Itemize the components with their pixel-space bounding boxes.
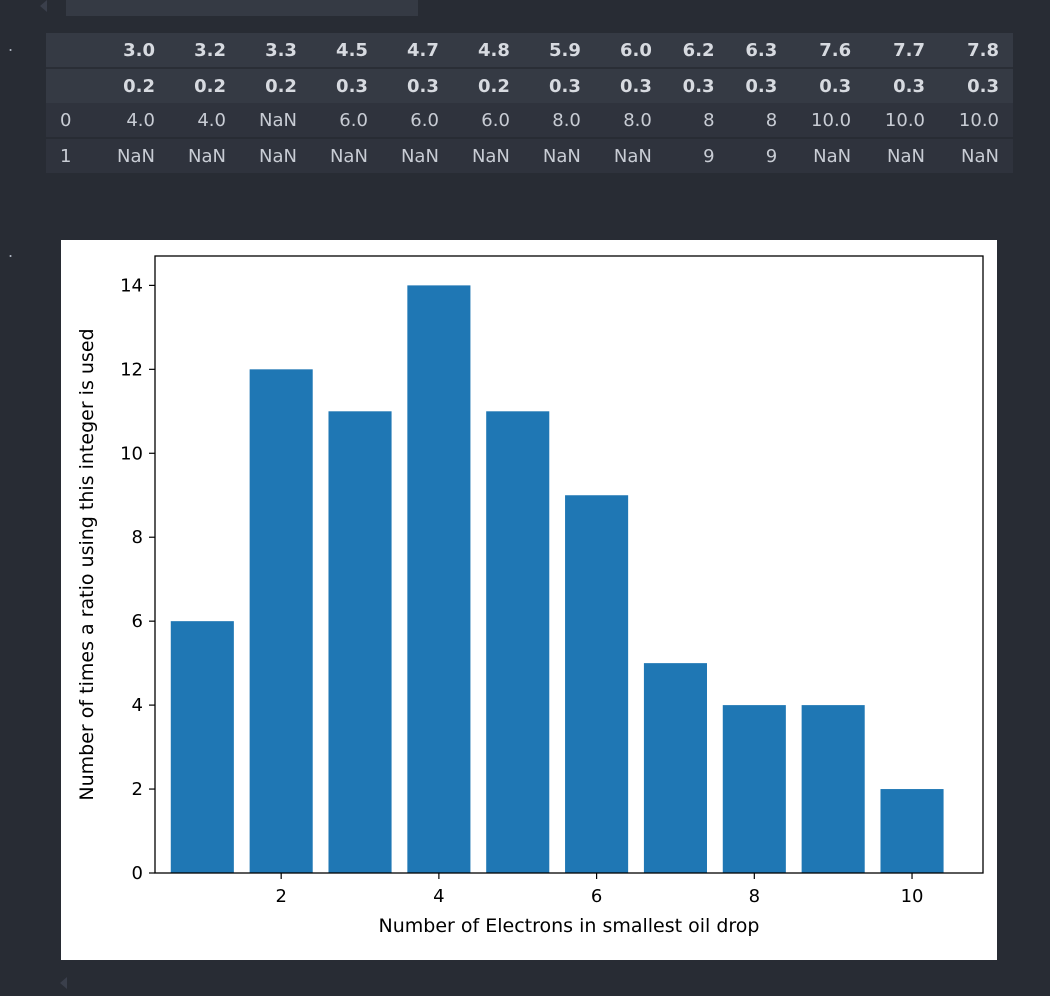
column-header-cell: 7.8 (967, 39, 999, 61)
table-cell: NaN (310, 137, 382, 173)
column-header-cell: 0.3 (728, 67, 792, 103)
x-tick-label: 4 (433, 886, 444, 907)
bar (643, 663, 707, 873)
table-cell: NaN (939, 137, 1013, 173)
bar (486, 411, 550, 873)
bar (170, 621, 234, 873)
column-header-cell: 0.3 (381, 67, 453, 103)
table-cell: 10.0 (811, 109, 852, 131)
output-scroll-left-arrow[interactable] (60, 977, 67, 989)
column-header-cell: 6.3 (745, 39, 778, 61)
column-header-cell: 6.0 (619, 39, 652, 61)
table-cell: NaN (239, 137, 311, 173)
column-header-cell: 3.0 (123, 39, 155, 61)
output-prompt-marker: . (8, 242, 14, 261)
y-tick-label: 14 (120, 275, 143, 296)
table-cell: 8.0 (552, 109, 581, 131)
column-header-cell: 0.3 (665, 67, 729, 103)
table-cell: 6.0 (410, 109, 439, 131)
table-cell: 4.0 (126, 109, 155, 131)
table-cell: NaN (594, 137, 666, 173)
bar-chart: 2 4 6 8 10 0 2 4 6 8 10 12 14 Number of Electrons in … (76, 255, 984, 937)
bar (328, 411, 392, 873)
table-row: 0 4.0 4.0 NaN 6.0 6.0 6.0 8.0 8.0 8 8 10.0 10.0 10.0 (46, 103, 1013, 138)
table-cell: 4.0 (197, 109, 226, 131)
column-header-cell: 0.3 (523, 67, 595, 103)
bar (407, 285, 471, 873)
column-header-cell: 7.7 (893, 39, 925, 61)
x-tick-label: 8 (749, 886, 760, 907)
row-index-cell: 0 (60, 109, 72, 131)
bar (880, 789, 944, 873)
column-header-row-level-2: 0.2 0.2 0.2 0.3 0.3 0.2 0.3 0.3 0.3 0.3 0.3 0.3 0.3 (46, 67, 1013, 103)
y-tick-label: 0 (132, 863, 143, 884)
column-header-cell: 4.7 (407, 39, 439, 61)
table-cell: 8.0 (623, 109, 652, 131)
table-cell: 9 (665, 137, 729, 173)
table-cell: NaN (381, 137, 453, 173)
x-axis-label: Number of Electrons in smallest oil drop (379, 915, 760, 937)
y-tick-label: 2 (132, 779, 143, 800)
table-cell: 8 (703, 109, 715, 131)
table-cell: NaN (168, 137, 240, 173)
dataframe-table: 3.0 3.2 3.3 4.5 4.7 4.8 5.9 6.0 6.2 6.3 7.6 7.7 7.8 … (46, 33, 1013, 173)
index-header-cell (46, 67, 98, 103)
column-header-cell: 0.3 (310, 67, 382, 103)
column-header-cell: 7.6 (819, 39, 852, 61)
output-prompt-marker: . (8, 36, 14, 55)
table-row: 1 NaN NaN NaN NaN NaN NaN NaN NaN 9 9 NaN NaN NaN (46, 137, 1013, 173)
plot-frame (154, 255, 984, 874)
column-header-cell: 0.2 (98, 67, 169, 103)
previous-output-area (66, 0, 418, 16)
column-header-cell: 3.3 (265, 39, 297, 61)
table-cell: 10.0 (884, 109, 925, 131)
column-header-cell: 4.8 (478, 39, 510, 61)
output-scroll-left-arrow[interactable] (40, 0, 47, 12)
y-tick-label: 6 (132, 611, 143, 632)
bar (722, 705, 786, 873)
table-cell: NaN (98, 137, 169, 173)
column-header-cell: 0.2 (452, 67, 524, 103)
bar (801, 705, 865, 873)
table-cell: NaN (865, 137, 939, 173)
bar (565, 495, 629, 873)
column-header-cell: 3.2 (194, 39, 226, 61)
column-header-cell: 0.3 (865, 67, 939, 103)
table-cell: NaN (258, 109, 297, 131)
y-tick-label: 10 (120, 443, 143, 464)
y-tick-label: 12 (120, 359, 143, 380)
table-cell: 6.0 (481, 109, 510, 131)
column-header-cell: 0.3 (594, 67, 666, 103)
column-header-cell: 0.3 (791, 67, 866, 103)
y-axis-label: Number of times a ratio using this integ… (76, 328, 98, 800)
table-cell: NaN (452, 137, 524, 173)
column-header-row-level-1: 3.0 3.2 3.3 4.5 4.7 4.8 5.9 6.0 6.2 6.3 7.6 7.7 7.8 (46, 33, 1013, 68)
table-cell: 6.0 (339, 109, 368, 131)
table-cell: 9 (728, 137, 792, 173)
column-header-cell: 4.5 (336, 39, 368, 61)
column-header-cell: 5.9 (549, 39, 581, 61)
column-header-cell: 0.3 (939, 67, 1013, 103)
x-tick-label: 6 (591, 886, 602, 907)
y-tick-label: 8 (132, 527, 143, 548)
index-header-cell (46, 33, 98, 68)
column-header-cell: 0.2 (239, 67, 311, 103)
table-cell: 10.0 (958, 109, 999, 131)
table-cell: 8 (765, 109, 778, 131)
bar-chart-figure: 2 4 6 8 10 0 2 4 6 8 10 12 14 Number of Electrons in … (61, 240, 997, 960)
table-cell: NaN (791, 137, 866, 173)
bar (249, 369, 313, 873)
column-header-cell: 0.2 (168, 67, 240, 103)
y-tick-label: 4 (132, 695, 143, 716)
x-tick-label: 2 (275, 886, 286, 907)
table-cell: NaN (523, 137, 595, 173)
x-tick-label: 10 (901, 886, 924, 907)
column-header-cell: 6.2 (682, 39, 715, 61)
row-index-cell: 1 (46, 137, 98, 173)
